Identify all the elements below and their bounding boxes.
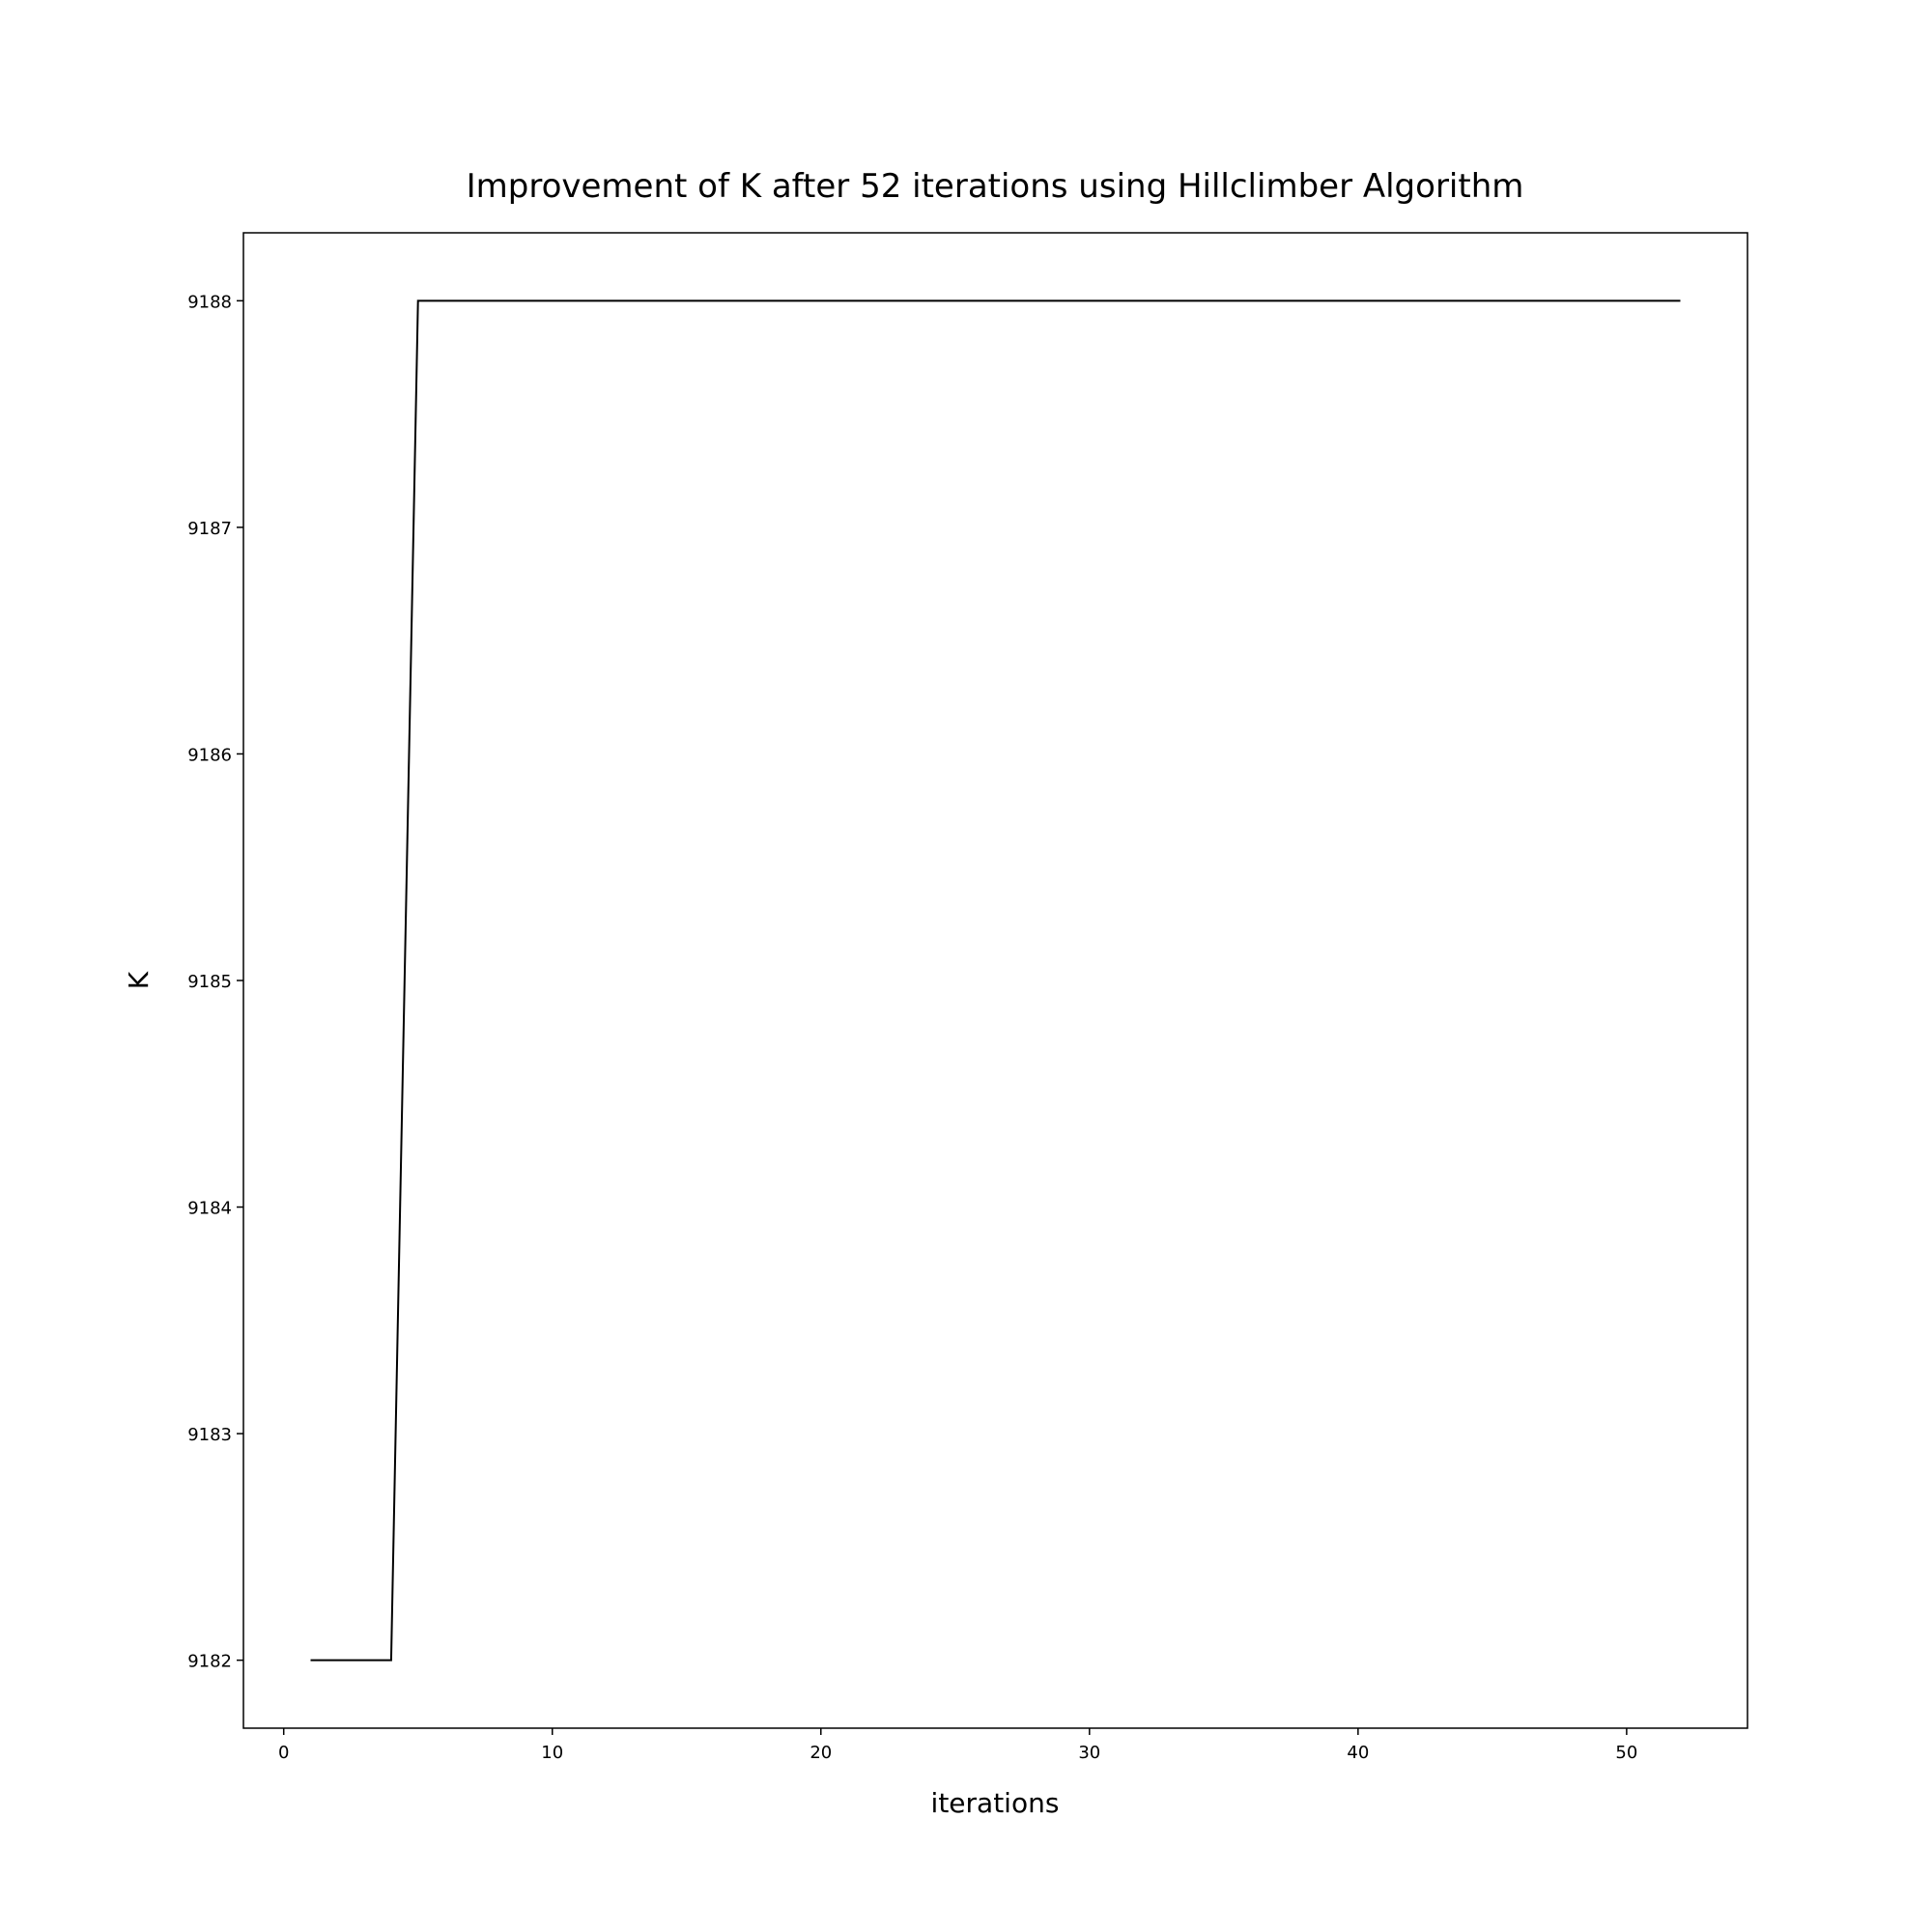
series-line <box>310 299 1681 1662</box>
x-tick-label: 10 <box>541 1743 563 1763</box>
x-tick-label: 30 <box>1078 1743 1100 1763</box>
y-tick-label: 9187 <box>187 519 232 539</box>
y-tick-label: 9182 <box>187 1652 232 1672</box>
y-axis-label: K <box>123 971 155 989</box>
y-tick-label: 9183 <box>187 1425 232 1445</box>
x-tick-label: 0 <box>278 1743 289 1763</box>
x-axis-label: iterations <box>931 1787 1060 1819</box>
plot-area <box>310 299 1681 1662</box>
y-tick-label: 9184 <box>187 1199 232 1219</box>
y-tick-label: 9185 <box>187 972 232 992</box>
chart-title: Improvement of K after 52 iterations usi… <box>467 167 1524 206</box>
y-tick-label: 9188 <box>187 292 232 312</box>
x-tick-label: 40 <box>1347 1743 1369 1763</box>
y-tick-label: 9186 <box>187 745 232 765</box>
x-tick-label: 20 <box>810 1743 832 1763</box>
x-tick-label: 50 <box>1615 1743 1637 1763</box>
